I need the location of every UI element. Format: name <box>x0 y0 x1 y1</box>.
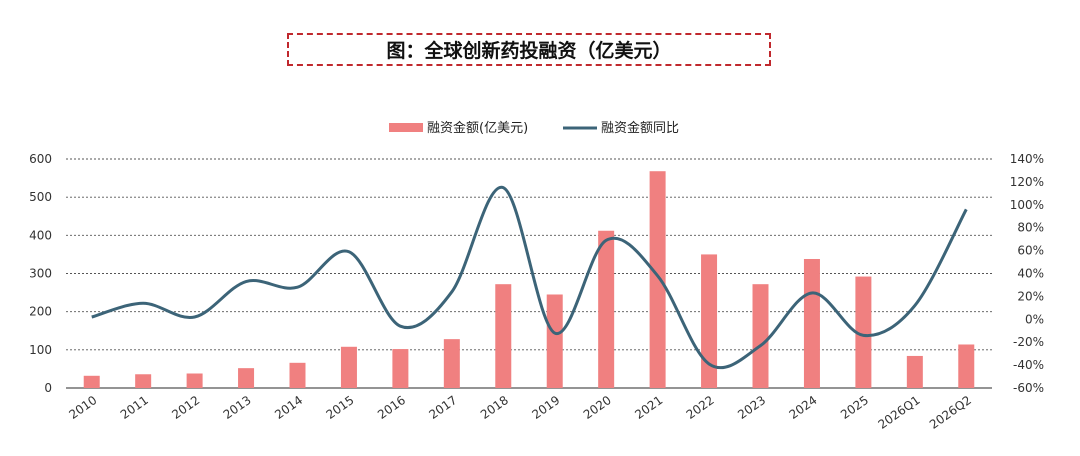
bar-series <box>83 171 975 388</box>
right-tick-label: -40% <box>1013 358 1044 372</box>
x-tick-label: 2013 <box>221 393 254 422</box>
right-tick-label: 120% <box>1010 175 1044 189</box>
x-tick-label: 2024 <box>787 393 820 422</box>
left-tick-label: 100 <box>29 343 52 357</box>
x-tick-label: 2025 <box>838 393 871 422</box>
right-tick-label: 20% <box>1017 289 1044 303</box>
bar <box>340 346 357 388</box>
x-tick-label: 2011 <box>118 393 151 422</box>
x-tick-label: 2014 <box>272 393 305 422</box>
bar <box>443 339 460 388</box>
x-tick-label: 2015 <box>324 393 357 422</box>
bar <box>958 344 975 388</box>
bar <box>83 375 100 388</box>
legend-bar-swatch <box>389 123 423 132</box>
x-tick-label: 2023 <box>735 393 768 422</box>
bar <box>649 171 666 388</box>
x-tick-label: 2022 <box>684 393 717 422</box>
x-tick-label: 2021 <box>632 393 665 422</box>
left-tick-label: 400 <box>29 228 52 242</box>
x-tick-label: 2026Q1 <box>876 393 923 432</box>
legend-bar-label: 融资金额(亿美元) <box>427 120 528 136</box>
left-tick-label: 0 <box>44 381 52 395</box>
x-tick-label: 2019 <box>529 393 562 422</box>
bar <box>546 294 563 388</box>
x-tick-label: 2026Q2 <box>927 393 974 432</box>
x-axis-ticks: 2010 2011 2012 2013 2014 2015 2016 2017 2018 2019… <box>66 393 974 432</box>
x-tick-label: 2018 <box>478 393 511 422</box>
right-tick-label: -20% <box>1013 335 1044 349</box>
x-tick-label: 2010 <box>66 393 99 422</box>
bar <box>238 368 255 388</box>
left-tick-label: 600 <box>29 152 52 166</box>
right-tick-label: 140% <box>1010 152 1044 166</box>
bar <box>598 230 615 388</box>
gridlines <box>66 158 992 389</box>
x-tick-label: 2020 <box>581 393 614 422</box>
bar <box>289 362 306 388</box>
bar <box>495 284 512 388</box>
bar <box>752 284 769 388</box>
legend-line-label: 融资金额同比 <box>601 120 679 136</box>
yoy-line <box>91 186 968 370</box>
line-series <box>91 186 968 370</box>
left-tick-label: 200 <box>29 305 52 319</box>
right-tick-label: 80% <box>1017 221 1044 235</box>
bar <box>186 373 203 388</box>
bar <box>855 276 872 388</box>
right-tick-label: -60% <box>1013 381 1044 395</box>
left-tick-label: 300 <box>29 267 52 281</box>
right-tick-label: 100% <box>1010 198 1044 212</box>
bar <box>392 349 409 388</box>
right-axis-ticks: -60% -40% -20% 0% 20% 40% 60% 80% 100% 120% 140% <box>1010 152 1044 395</box>
right-tick-label: 0% <box>1025 312 1044 326</box>
x-tick-label: 2017 <box>427 393 460 422</box>
x-tick-label: 2012 <box>169 393 202 422</box>
bar <box>701 254 718 388</box>
bar <box>906 355 923 388</box>
chart-title: 图：全球创新药投融资（亿美元） <box>287 33 771 66</box>
right-tick-label: 40% <box>1017 267 1044 281</box>
left-axis-ticks: 0 100 200 300 400 500 600 <box>29 152 52 395</box>
x-tick-label: 2016 <box>375 393 408 422</box>
bar <box>135 374 152 388</box>
legend: 融资金额(亿美元) 融资金额同比 <box>389 120 679 136</box>
left-tick-label: 500 <box>29 190 52 204</box>
bar <box>803 258 820 388</box>
right-tick-label: 60% <box>1017 244 1044 258</box>
